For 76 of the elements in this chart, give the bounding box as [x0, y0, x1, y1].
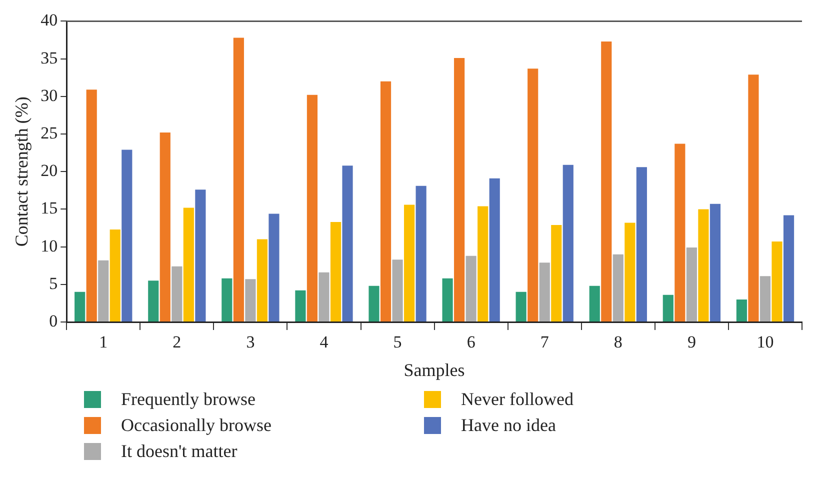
bar: [528, 68, 538, 322]
bar: [698, 209, 709, 322]
bar: [148, 280, 159, 322]
bar: [710, 204, 721, 322]
bar: [318, 272, 330, 322]
bar: [245, 279, 256, 322]
y-tick-label: 5: [49, 274, 58, 293]
legend-label: It doesn't matter: [121, 440, 238, 462]
bar: [589, 286, 600, 322]
bar: [295, 290, 306, 322]
bar: [489, 178, 500, 322]
y-tick-label: 15: [40, 198, 58, 218]
y-tick-label: 35: [40, 48, 58, 68]
bar: [74, 292, 86, 322]
bar: [612, 254, 624, 322]
bar: [268, 214, 280, 322]
bar: [466, 256, 476, 322]
bar: [183, 208, 194, 322]
bar: [636, 167, 647, 322]
bar: [392, 260, 403, 322]
bar: [516, 292, 526, 322]
bar: [404, 204, 415, 322]
y-tick-label: 25: [40, 123, 58, 142]
bar: [380, 81, 392, 322]
bar: [736, 299, 747, 322]
x-tick-label: 5: [393, 332, 402, 352]
bar: [624, 222, 636, 322]
bar: [342, 166, 353, 322]
y-tick-label: 30: [40, 86, 58, 105]
legend-label: Frequently browse: [121, 388, 256, 410]
bar: [222, 278, 232, 322]
bar: [416, 186, 426, 322]
x-tick-label: 8: [614, 332, 622, 352]
bar: [674, 144, 686, 322]
bar: [368, 286, 380, 322]
bar: [478, 206, 488, 322]
bar: [233, 38, 244, 322]
x-tick-label: 10: [756, 332, 774, 352]
bar: [172, 266, 182, 322]
x-tick-label: 4: [320, 332, 329, 352]
legend-label: Occasionally browse: [121, 414, 272, 436]
y-axis-title: Contact strength (%): [12, 96, 32, 247]
bar: [330, 222, 342, 322]
x-tick-label: 3: [246, 332, 255, 352]
bar: [601, 42, 612, 322]
bar: [454, 58, 465, 322]
bar: [306, 94, 318, 322]
y-tick-label: 10: [40, 236, 58, 256]
bar: [748, 74, 759, 322]
y-tick-label: 0: [49, 311, 58, 330]
x-tick-label: 6: [466, 332, 476, 352]
bar: [160, 132, 170, 322]
bar: [195, 190, 206, 322]
x-axis-title: Samples: [404, 360, 465, 380]
bar: [442, 278, 453, 322]
bar: [686, 248, 697, 322]
x-tick-label: 2: [172, 332, 182, 352]
bar: [551, 224, 562, 322]
bar: [110, 230, 120, 322]
x-tick-label: 9: [687, 332, 696, 352]
bar: [562, 164, 574, 322]
legend-label: Never followed: [461, 388, 574, 410]
bar: [662, 294, 674, 322]
bar: [783, 215, 794, 322]
x-tick-label: 1: [99, 332, 108, 352]
bar: [86, 90, 97, 322]
x-tick-label: 7: [540, 332, 550, 352]
bar: [539, 262, 550, 322]
bar: [122, 150, 132, 322]
bar: [98, 260, 109, 322]
bar: [256, 239, 268, 322]
y-tick-label: 20: [40, 161, 58, 180]
bar: [760, 276, 771, 322]
y-tick-label: 40: [40, 10, 58, 30]
bar: [772, 242, 782, 322]
legend-label: Have no idea: [461, 414, 556, 436]
